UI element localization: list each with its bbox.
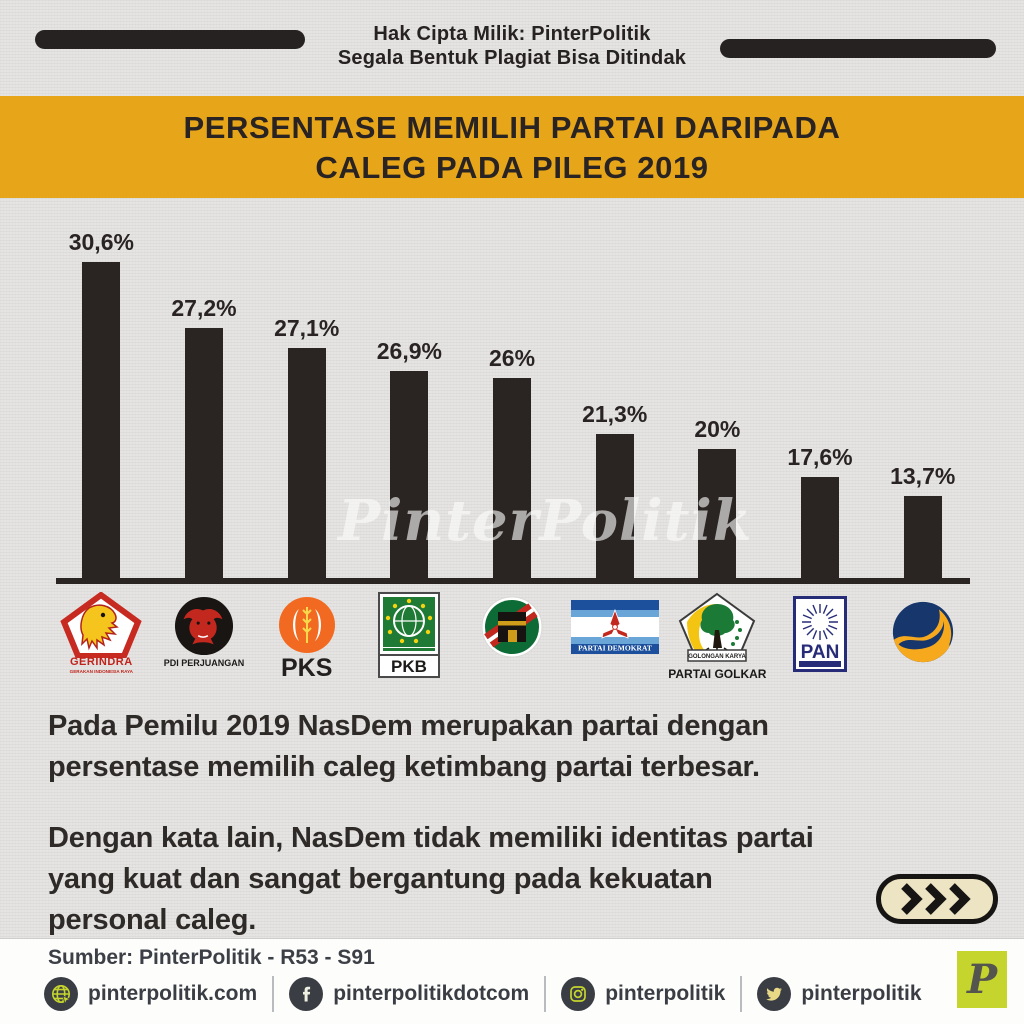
logo-golkar-icon: GOLONGAN KARYA — [679, 592, 756, 662]
bar-value-label: 20% — [694, 416, 741, 442]
bar-pdip — [185, 328, 223, 578]
bar-chart: 30,6% 27,2% 27,1% 26,9% 26% 21,3% — [50, 200, 974, 720]
social-label: pinterpolitik — [801, 982, 922, 1005]
bar-value-label: 27,2% — [171, 295, 237, 321]
logo-gerindra-icon — [60, 592, 142, 658]
bar-value-label: 30,6% — [68, 229, 134, 255]
copyright-text: Hak Cipta Milik: PinterPolitik Segala Be… — [0, 22, 1024, 71]
logo-ppp-icon — [481, 596, 543, 658]
party-golkar: GOLONGAN KARYA PARTAI GOLKAR — [666, 592, 769, 681]
social-label: pinterpolitik — [605, 982, 726, 1005]
party-subcaption: GERAKAN INDONESIA RAYA — [69, 668, 133, 674]
party-logos-row: GERINDRA GERAKAN INDONESIA RAYA PDI PERJ… — [50, 592, 974, 681]
twitter-icon — [757, 977, 792, 1011]
body-paragraph-1: Pada Pemilu 2019 NasDem merupakan partai… — [48, 710, 769, 784]
bar-value-label: 27,1% — [274, 315, 340, 341]
bar-ppp — [493, 378, 532, 578]
social-website[interactable]: pinterpolitik.com — [44, 977, 257, 1011]
bar-column-nasdem: 13,7% — [871, 200, 974, 578]
bar-column-ppp: 26% — [461, 200, 564, 578]
logo-pan-icon: PAN — [793, 596, 848, 672]
bar-value-label: 21,3% — [582, 401, 648, 427]
logo-pdip-icon — [174, 596, 234, 656]
title-banner: PERSENTASE MEMILIH PARTAI DARIPADA CALEG… — [0, 96, 1024, 198]
party-caption: PKS — [280, 654, 333, 682]
social-label: pinterpolitikdotcom — [333, 982, 530, 1005]
party-pks: PKS — [255, 596, 358, 681]
bar-pan — [801, 477, 840, 578]
party-caption: GERINDRA — [70, 656, 133, 668]
decorative-bar-right — [720, 39, 996, 58]
party-pkb: PKB — [358, 592, 461, 678]
footer: Sumber: PinterPolitik - R53 - S91 — [0, 938, 1024, 1024]
bar-column-gerindra: 30,6% — [50, 200, 153, 578]
bar-golkar — [698, 449, 737, 578]
copyright-line1: Hak Cipta Milik: PinterPolitik — [373, 23, 651, 45]
party-caption: PAN — [801, 642, 840, 663]
separator — [740, 976, 743, 1012]
bar-pks — [287, 348, 326, 578]
bar-column-demokrat: 21,3% — [563, 200, 666, 578]
bar-demokrat — [595, 434, 634, 578]
logo-demokrat-icon: PARTAI DEMOKRAT — [570, 600, 659, 654]
source-text: Sumber: PinterPolitik - R53 - S91 — [48, 946, 375, 969]
social-label: pinterpolitik.com — [88, 982, 258, 1005]
pinterpolitik-p-logo: P — [957, 951, 1007, 1008]
party-caption: GOLONGAN KARYA — [689, 654, 747, 660]
social-instagram[interactable]: pinterpolitik — [561, 977, 725, 1011]
party-demokrat: PARTAI DEMOKRAT — [563, 600, 666, 654]
body-paragraph-2: Dengan kata lain, NasDem tidak memiliki … — [48, 822, 814, 937]
party-caption: PDI PERJUANGAN — [163, 658, 245, 668]
bar-column-pdip: 27,2% — [153, 200, 256, 578]
bar-value-label: 26% — [489, 345, 536, 371]
separator — [544, 976, 547, 1012]
instagram-icon — [561, 977, 596, 1011]
copyright-line2: Segala Bentuk Plagiat Bisa Ditindak — [337, 47, 687, 70]
logo-pkb-icon: PKB — [378, 592, 441, 678]
logo-nasdem-icon — [892, 601, 953, 663]
bar-value-label: 17,6% — [787, 444, 853, 470]
globe-icon — [44, 977, 78, 1011]
bar-value-label: 26,9% — [376, 338, 442, 364]
social-twitter[interactable]: pinterpolitik — [757, 977, 922, 1011]
facebook-icon — [289, 977, 324, 1011]
bar-column-pkb: 26,9% — [358, 200, 461, 578]
party-caption: PARTAI DEMOKRAT — [578, 644, 652, 653]
party-nasdem — [871, 600, 974, 664]
party-ppp — [461, 596, 564, 658]
bar-nasdem — [903, 496, 942, 578]
copyright-header: Hak Cipta Milik: PinterPolitik Segala Be… — [0, 0, 1024, 96]
bar-column-pan: 17,6% — [769, 200, 872, 578]
bar-column-pks: 27,1% — [255, 200, 358, 578]
bar-column-golkar: 20% — [666, 200, 769, 578]
bar-columns: 30,6% 27,2% 27,1% 26,9% 26% 21,3% — [50, 200, 974, 578]
social-facebook[interactable]: pinterpolitikdotcom — [289, 977, 529, 1011]
social-links-row: pinterpolitik.com pinterpolitikdotcom — [44, 976, 922, 1012]
page-title-line1: PERSENTASE MEMILIH PARTAI DARIPADA — [183, 109, 841, 145]
bar-gerindra — [82, 262, 121, 578]
bar-value-label: 13,7% — [890, 463, 956, 489]
chart-baseline — [56, 578, 970, 584]
party-pdip: PDI PERJUANGAN — [153, 596, 256, 668]
party-subcaption: PARTAI GOLKAR — [668, 667, 767, 681]
bar-pkb — [390, 371, 429, 578]
page-title-line2: CALEG PADA PILEG 2019 — [315, 149, 709, 185]
decorative-bar-left — [35, 30, 305, 49]
party-pan: PAN — [769, 596, 872, 672]
party-caption: PKB — [391, 657, 427, 676]
triple-chevron-right-icon — [901, 883, 971, 915]
logo-pks-icon — [278, 597, 335, 653]
party-gerindra: GERINDRA GERAKAN INDONESIA RAYA — [50, 592, 153, 674]
separator — [272, 976, 275, 1012]
next-button[interactable] — [876, 874, 998, 924]
